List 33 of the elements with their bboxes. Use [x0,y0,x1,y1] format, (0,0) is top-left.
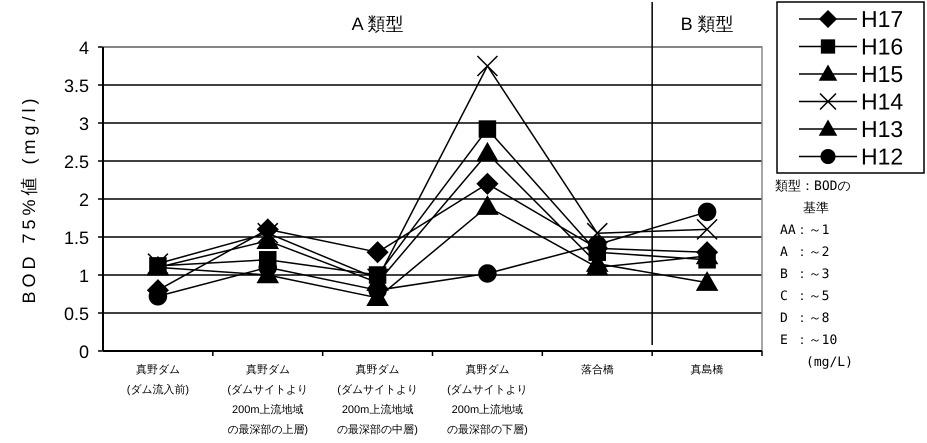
x-tick-label: 真野ダム(ダムサイトより200m上流地域の最深部の上層) [227,363,308,436]
x-tick-label: 真島橋 [690,363,724,376]
text: A ：～2 [780,245,830,260]
y-tick-label: 1 [78,266,89,286]
y-tick-label: 2.5 [64,152,89,172]
y-tick-label: 0 [78,342,89,362]
y-tick-label: 0.5 [64,304,89,324]
x-tick-label: 真野ダム(ダム流入前) [126,363,190,396]
text: B ：～3 [780,267,830,282]
y-tick-label: 4 [78,38,89,58]
x-tick-label: 真野ダム(ダムサイトより200m上流地域の最深部の下層) [447,363,528,436]
text: C ：～5 [780,289,830,304]
y-tick-label: 1.5 [64,228,89,248]
legend-label: H12 [861,144,904,170]
text: E ：～10 [780,333,838,348]
y-tick-label: 3.5 [64,76,89,96]
y-tick-label: 3 [78,114,89,134]
text: B 類型 [680,14,734,34]
y-tick-label: 2 [78,190,89,210]
text: AA：～1 [780,223,830,238]
legend-label: H16 [861,34,904,60]
legend-label: H15 [861,61,904,87]
text: A 類型 [352,14,404,34]
x-tick-label: 真野ダム(ダムサイトより200m上流地域の最深部の中層) [337,363,418,436]
legend-label: H13 [861,116,904,142]
y-axis-title: BOD 75%値 (mg/l) [19,94,39,304]
legend-label: H14 [861,88,904,114]
text: D ：～8 [780,311,830,326]
legend-label: H17 [861,6,904,32]
text: (mg/L) [806,355,853,370]
text: 基準 [803,201,829,216]
x-tick-label: 落合橋 [580,363,614,376]
text: 類型：BODの [775,179,850,194]
